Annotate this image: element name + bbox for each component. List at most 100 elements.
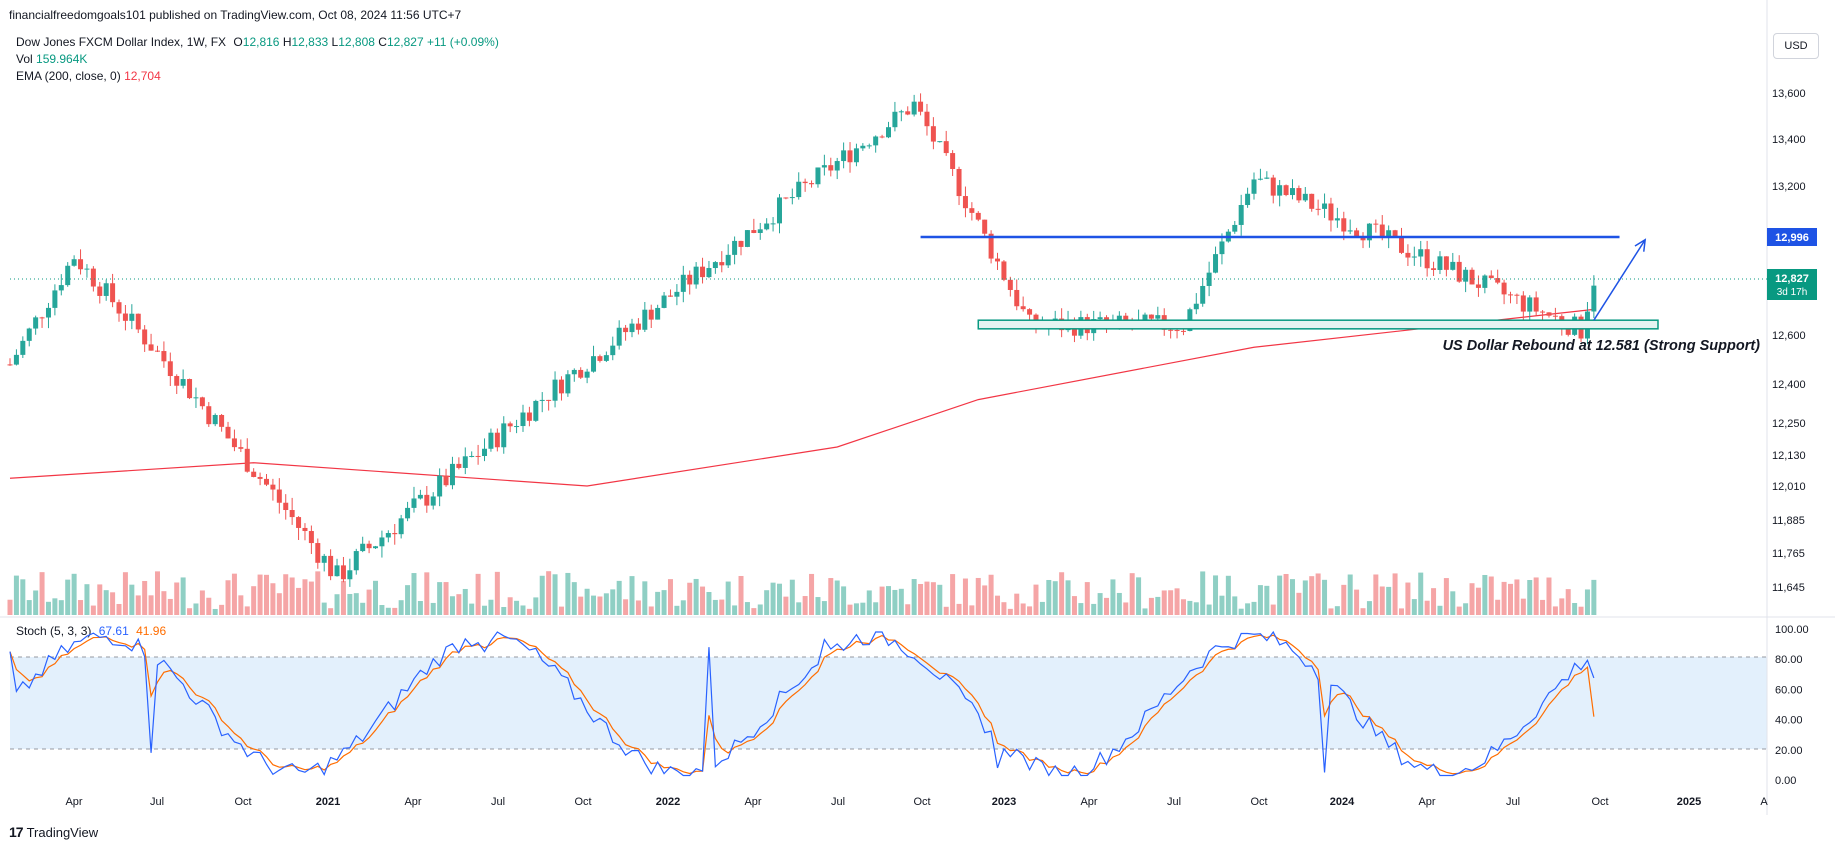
- volume-bar: [7, 599, 13, 615]
- volume-bar: [776, 583, 782, 615]
- volume-bar: [1206, 604, 1212, 615]
- candle-body: [1206, 272, 1212, 286]
- candle-body: [501, 423, 507, 448]
- volume-bar: [1052, 581, 1058, 615]
- volume-bar: [552, 574, 558, 615]
- volume-bar: [1328, 608, 1334, 615]
- volume-bar: [379, 605, 385, 615]
- volume-bar: [1059, 572, 1065, 615]
- volume-bar: [1508, 583, 1514, 615]
- volume-value: 159.964K: [36, 52, 88, 66]
- volume-bar: [1193, 602, 1199, 615]
- candle-body: [33, 317, 39, 329]
- volume-bar: [475, 573, 481, 615]
- volume-bar: [302, 579, 308, 615]
- volume-bar: [558, 606, 564, 615]
- candle-body: [430, 496, 436, 506]
- candle-body: [1392, 230, 1398, 237]
- volume-bar: [1161, 590, 1167, 615]
- candle-body: [623, 327, 629, 333]
- currency-button[interactable]: USD: [1773, 33, 1819, 59]
- candle-body: [565, 374, 571, 394]
- price-tick-label: 13,400: [1772, 134, 1806, 146]
- volume-bar: [39, 572, 45, 615]
- candle-body: [97, 286, 103, 296]
- volume-bar: [1136, 577, 1142, 615]
- volume-bar: [610, 589, 616, 615]
- volume-bar: [1104, 597, 1110, 615]
- volume-bar: [1411, 599, 1417, 615]
- ema-row[interactable]: EMA (200, close, 0) 12,704: [16, 68, 499, 85]
- volume-bar: [802, 596, 808, 615]
- volume-row[interactable]: Vol 159.964K: [16, 51, 499, 68]
- volume-bar: [1264, 585, 1270, 615]
- price-tick-label: 11,645: [1772, 582, 1805, 594]
- stoch-legend[interactable]: Stoch (5, 3, 3) 67.61 41.96: [16, 624, 166, 638]
- volume-bar: [1514, 579, 1520, 615]
- volume-bar: [1488, 576, 1494, 615]
- candle-body: [1123, 315, 1129, 323]
- candle-body: [321, 555, 327, 563]
- candle-body: [802, 181, 808, 184]
- volume-bar: [45, 601, 51, 615]
- volume-bar: [886, 586, 891, 615]
- volume-bar: [103, 590, 109, 615]
- candle-body: [558, 379, 564, 394]
- stoch-k-line: [9, 630, 1595, 777]
- volume-bar: [847, 604, 853, 615]
- volume-bar: [443, 582, 449, 615]
- volume-bar: [667, 579, 673, 615]
- volume-bar: [392, 607, 398, 615]
- volume-bar: [1456, 606, 1462, 615]
- volume-bar: [296, 587, 302, 615]
- candle-body: [84, 268, 90, 270]
- price-chart[interactable]: 13,600 13,400 13,200 12,600 12,400 12,250 12,1…: [0, 0, 1835, 815]
- candle-body: [193, 397, 199, 399]
- candles: [7, 93, 1597, 587]
- time-tick-label: Jul: [150, 796, 164, 808]
- candle-body: [635, 323, 641, 330]
- volume-bar: [328, 608, 334, 615]
- candle-body: [751, 230, 757, 233]
- volume-bar: [584, 588, 590, 615]
- volume-bar: [1155, 596, 1161, 615]
- candle-body: [1366, 223, 1372, 241]
- candle-body: [841, 150, 847, 162]
- candle-body: [1456, 261, 1462, 282]
- candle-body: [732, 240, 738, 255]
- time-tick-label: Jul: [831, 796, 845, 808]
- time-tick-label: Apr: [404, 796, 421, 808]
- volume-bar: [1450, 591, 1456, 615]
- volume-bar: [1591, 579, 1597, 615]
- candle-body: [533, 400, 539, 421]
- volume-bar: [1405, 582, 1411, 615]
- candle-body: [328, 555, 334, 577]
- candle-body: [1232, 224, 1238, 232]
- stoch-tick-label: 20.00: [1775, 745, 1803, 757]
- candle-body: [1334, 218, 1340, 221]
- candle-body: [379, 537, 385, 547]
- volume-bar: [501, 607, 507, 615]
- ema-value: 12,704: [124, 69, 161, 83]
- volume-bar: [1495, 599, 1501, 615]
- candle-body: [956, 168, 962, 197]
- candle-body: [296, 517, 302, 528]
- projection-arrow: [1593, 239, 1646, 321]
- candle-body: [712, 262, 718, 269]
- candle-body: [154, 350, 160, 352]
- volume-bar: [1341, 584, 1347, 615]
- candle-body: [58, 285, 64, 291]
- ema-polyline: [9, 308, 1594, 487]
- candle-body: [776, 197, 782, 224]
- volume-bar: [1527, 579, 1533, 615]
- symbol-label[interactable]: Dow Jones FXCM Dollar Index, 1W, FX: [16, 35, 227, 49]
- volume-bar: [411, 573, 417, 615]
- volume-bar: [1245, 603, 1251, 615]
- axes: 13,600 13,400 13,200 12,600 12,400 12,250 12,1…: [65, 88, 1817, 808]
- volume-bar: [52, 598, 58, 615]
- candle-body: [693, 266, 699, 285]
- volume-bar: [488, 599, 494, 615]
- volume-bar: [1533, 577, 1539, 615]
- volume-bar: [1123, 602, 1129, 615]
- time-tick-label: 2024: [1330, 796, 1355, 808]
